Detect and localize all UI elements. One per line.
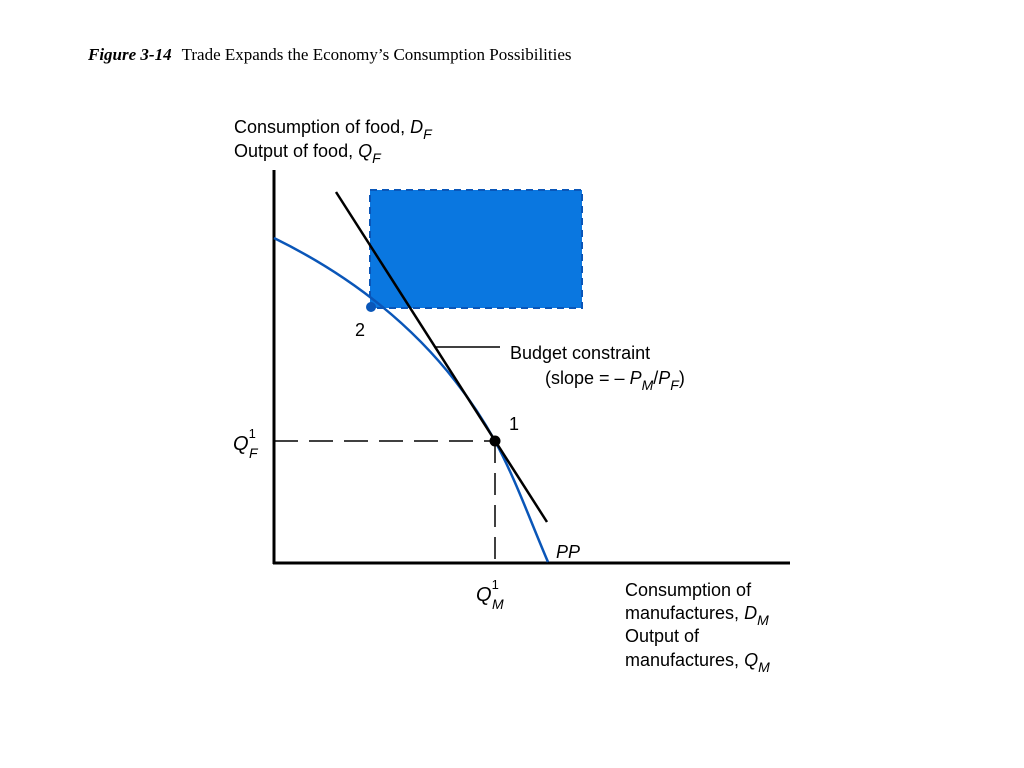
point-1-label: 1 bbox=[509, 414, 519, 434]
point-2-label: 2 bbox=[355, 320, 365, 340]
x-axis-label-line4: manufactures, QM bbox=[625, 650, 770, 675]
slope-label: (slope = – PM/PF) bbox=[545, 368, 685, 393]
figure-caption: Figure 3-14 Trade Expands the Economy’s C… bbox=[88, 45, 572, 65]
point-1 bbox=[489, 435, 501, 447]
qf1-subscript: F bbox=[249, 445, 259, 461]
consumption-region bbox=[369, 189, 583, 309]
x-axis-label-line1: Consumption of bbox=[625, 580, 752, 600]
budget-constraint-label: Budget constraint bbox=[510, 343, 650, 363]
figure-title: Trade Expands the Economy’s Consumption … bbox=[181, 45, 572, 64]
point-2 bbox=[366, 302, 376, 312]
y-axis-label-line2: Output of food, QF bbox=[234, 141, 382, 166]
qm1-label: Q1 bbox=[476, 577, 499, 606]
x-axis-label-line2: manufactures, DM bbox=[625, 603, 769, 628]
figure-number: Figure 3-14 bbox=[88, 45, 172, 64]
pp-curve-label: PP bbox=[556, 542, 580, 562]
qf1-label: Q1 bbox=[233, 426, 256, 455]
qm1-subscript: M bbox=[492, 596, 504, 612]
x-axis-label-line3: Output of bbox=[625, 626, 700, 646]
y-axis-label-line1: Consumption of food, DF bbox=[234, 117, 433, 142]
budget-constraint-line bbox=[334, 191, 549, 523]
